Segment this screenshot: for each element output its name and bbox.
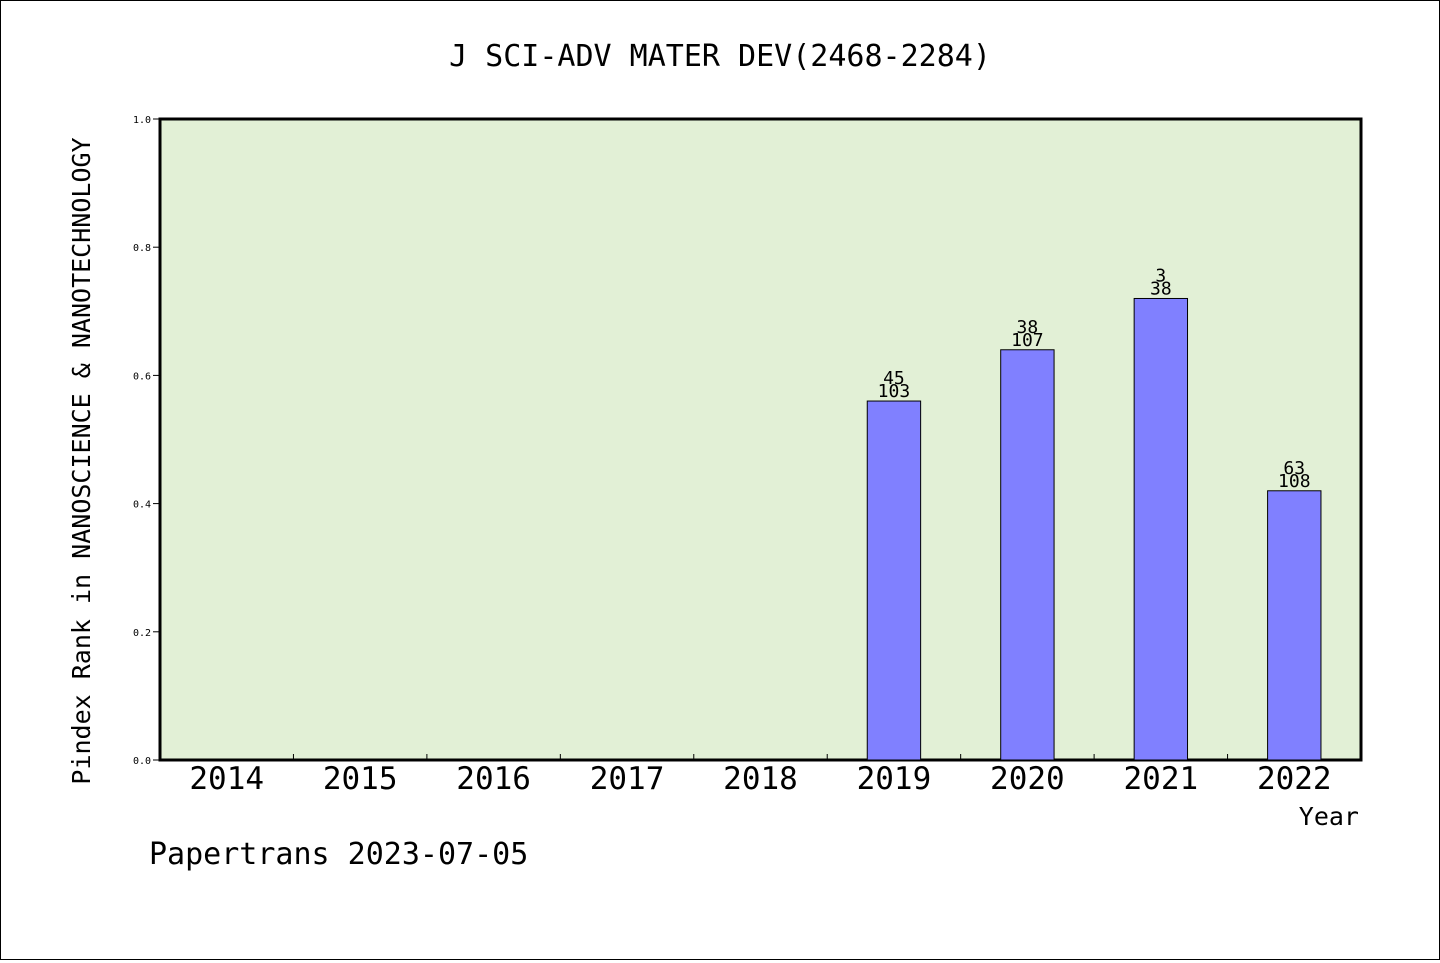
bar-label-rank: 38 [1017,317,1039,338]
x-axis-ticks: 2014 2015 2016 2017 2018 2019 2020 2021 2022 [189,754,1332,797]
bar-label-rank: 45 [883,368,905,389]
bar-2021 [1133,297,1189,761]
x-tick-label: 2014 [189,761,264,797]
bar-label-total: 108 [1278,471,1311,492]
bar-label-rank: 63 [1283,458,1305,479]
x-axis-label: Year [1299,802,1359,831]
y-tick-label: 0.0 [133,756,151,767]
x-tick-label: 2016 [456,761,531,797]
y-axis-label: Pindex Rank in NANOSCIENCE & NANOTECHNOL… [67,137,96,784]
x-tick-label: 2019 [857,761,932,797]
y-axis-ticks: 0.0 0.2 0.4 0.6 0.8 1.0 [133,115,160,767]
bar-label-rank: 3 [1155,265,1166,286]
bar-2022 [1267,490,1322,761]
footer-source: Papertrans 2023-07-05 [149,837,528,872]
x-tick-label: 2017 [590,761,665,797]
y-tick-label: 0.2 [133,628,151,639]
x-tick-label: 2018 [723,761,798,797]
bar-2020 [1000,349,1055,761]
x-tick-label: 2022 [1257,761,1332,797]
x-tick-label: 2020 [990,761,1065,797]
y-tick-label: 1.0 [133,115,151,126]
bar-label-total: 103 [878,381,911,402]
bar-label-total: 38 [1150,278,1172,299]
x-tick-label: 2015 [323,761,398,797]
y-tick-label: 0.8 [133,243,151,254]
y-tick-label: 0.6 [133,371,151,382]
bar-label-total: 107 [1011,330,1044,351]
bar-2019 [866,400,922,761]
chart-title: J SCI-ADV MATER DEV(2468-2284) [449,39,991,74]
y-tick-label: 0.4 [133,500,151,511]
x-tick-label: 2021 [1124,761,1199,797]
